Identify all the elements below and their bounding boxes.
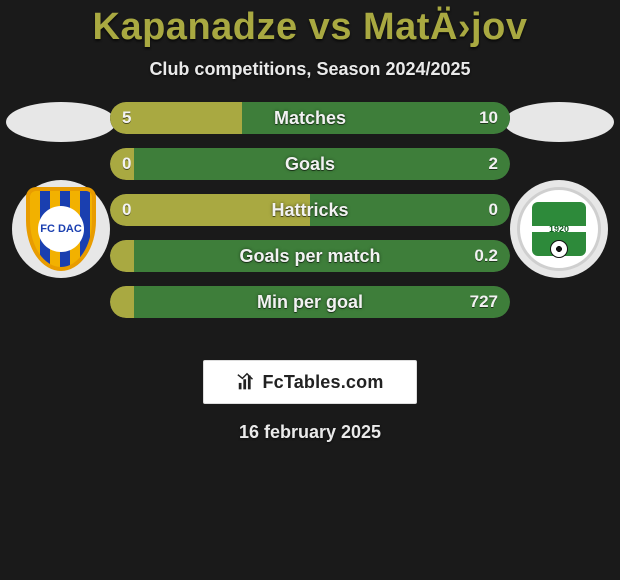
stat-row: Goals02 <box>110 148 510 180</box>
stat-track <box>110 148 510 180</box>
left-club-badge: FC DAC <box>12 180 110 278</box>
right-club-badge-core: 1920 <box>532 202 586 256</box>
left-club-badge-text: FC DAC <box>40 224 82 235</box>
stat-row: Goals per match0.2 <box>110 240 510 272</box>
bar-chart-icon <box>236 371 258 393</box>
stat-fill-right <box>134 240 510 272</box>
comparison-title: Kapanadze vs MatÄ›jov <box>0 0 620 49</box>
fctables-logo-text: FcTables.com <box>262 372 383 393</box>
right-club-badge: 1920 <box>510 180 608 278</box>
stat-fill-right <box>310 194 510 226</box>
right-club-badge-art: 1920 <box>517 187 601 271</box>
stat-fill-left <box>110 286 134 318</box>
soccer-ball-icon <box>550 240 568 258</box>
right-club-badge-year: 1920 <box>549 224 569 234</box>
left-flag-placeholder <box>6 102 116 142</box>
stat-track <box>110 194 510 226</box>
comparison-subtitle: Club competitions, Season 2024/2025 <box>0 59 620 80</box>
stat-row: Min per goal727 <box>110 286 510 318</box>
left-club-badge-art: FC DAC <box>26 187 96 271</box>
right-flag-placeholder <box>504 102 614 142</box>
stat-fill-right <box>134 286 510 318</box>
stat-row: Hattricks00 <box>110 194 510 226</box>
stat-track <box>110 102 510 134</box>
fctables-logo[interactable]: FcTables.com <box>203 360 417 404</box>
stat-fill-left <box>110 194 310 226</box>
stat-bars: Matches510 Goals02 Hattricks00 Goals per ma… <box>110 102 510 332</box>
stat-fill-left <box>110 240 134 272</box>
comparison-date: 16 february 2025 <box>0 422 620 443</box>
stat-row: Matches510 <box>110 102 510 134</box>
stat-fill-right <box>242 102 510 134</box>
stat-fill-right <box>134 148 510 180</box>
stat-fill-left <box>110 102 242 134</box>
stat-track <box>110 286 510 318</box>
stat-track <box>110 240 510 272</box>
comparison-arena: FC DAC 1920 Matches510 Goals02 Hattricks00… <box>0 102 620 342</box>
stat-fill-left <box>110 148 134 180</box>
